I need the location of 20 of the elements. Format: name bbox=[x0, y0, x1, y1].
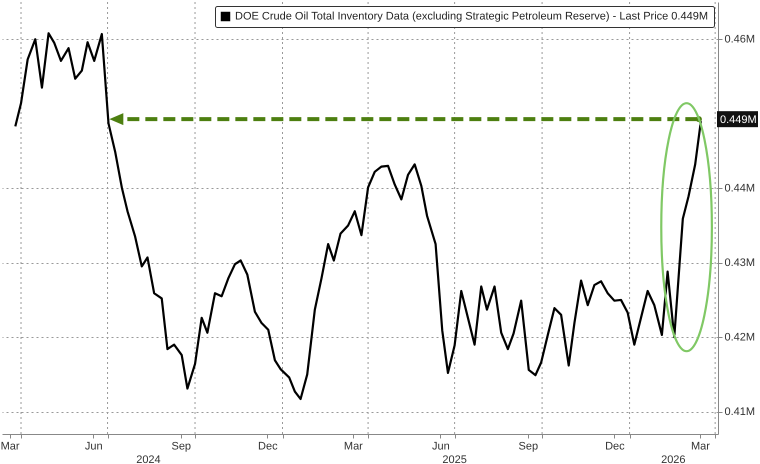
legend-label: DOE Crude Oil Total Inventory Data (excluding Strategic Petroleum Reserve) - Last Price 0.449M bbox=[235, 10, 708, 22]
y-tick-label: 0.42M bbox=[724, 332, 756, 344]
x-tick-label: Dec bbox=[258, 440, 278, 452]
y-tick-label: 0.43M bbox=[724, 257, 756, 270]
x-tick-label: Mar bbox=[344, 440, 364, 452]
x-tick-label: Jun bbox=[84, 440, 103, 452]
y-tick-label: 0.46M bbox=[724, 34, 756, 46]
x2-tick-label: 2026 bbox=[661, 454, 686, 464]
y-tick-label: 0.44M bbox=[724, 182, 756, 195]
x2-tick-label: 2024 bbox=[136, 454, 161, 464]
x-tick-label: Mar bbox=[690, 440, 710, 452]
x-tick-label: Jun bbox=[432, 440, 450, 452]
y-tick-label: 0.41M bbox=[724, 406, 756, 418]
x2-tick-label: 2025 bbox=[442, 454, 467, 464]
x-tick-label: Sep bbox=[171, 440, 192, 452]
x-tick-label: Sep bbox=[518, 440, 538, 452]
annotation: 0.449M bbox=[720, 114, 757, 126]
x-tick-label: Mar bbox=[0, 440, 20, 452]
x-tick-label: Dec bbox=[605, 440, 626, 452]
line-series bbox=[14, 32, 702, 400]
